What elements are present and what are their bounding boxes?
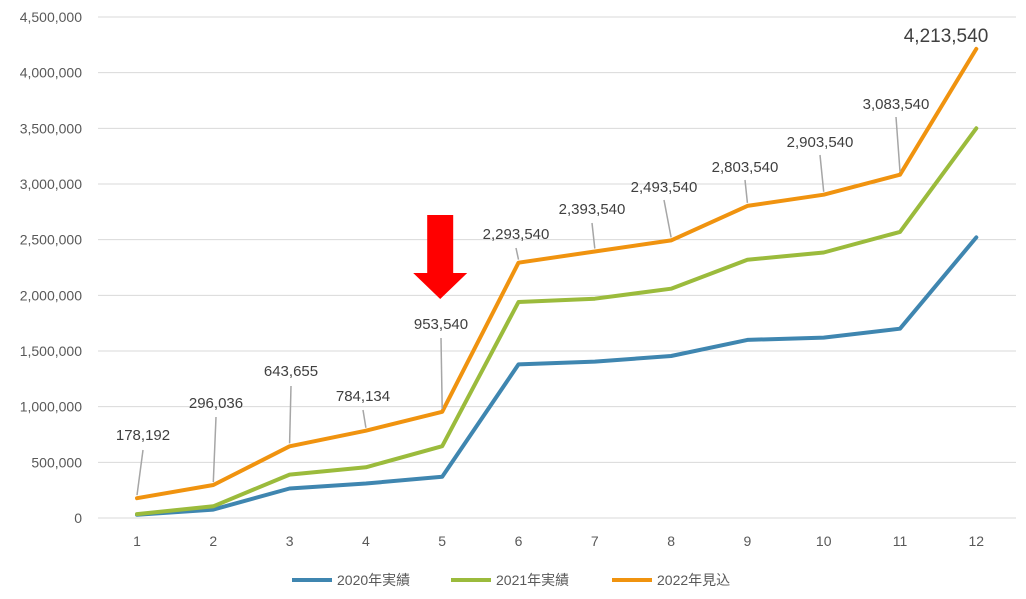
- leader-line: [362, 409, 367, 428]
- leader-line: [136, 449, 144, 496]
- x-tick-label: 9: [744, 533, 752, 549]
- data-label: 178,192: [116, 427, 170, 444]
- legend-label: 2020年実績: [337, 572, 410, 588]
- legend-label: 2021年実績: [496, 572, 569, 588]
- x-tick-label: 1: [133, 533, 141, 549]
- x-tick-label: 4: [362, 533, 370, 549]
- annotation-arrow: [413, 215, 468, 299]
- x-tick-label: 2: [209, 533, 217, 549]
- y-tick-label: 0: [74, 510, 82, 526]
- x-tick-label: 8: [667, 533, 675, 549]
- series-line: [135, 235, 979, 517]
- y-tick-label: 2,000,000: [20, 287, 82, 303]
- data-label: 953,540: [414, 316, 468, 333]
- leader-line: [212, 416, 217, 483]
- leader-line: [744, 179, 749, 203]
- data-label: 2,393,540: [559, 201, 626, 218]
- leader-line: [288, 385, 292, 444]
- y-axis-ticks: 0 500,000 1,000,000 1,500,000 2,000,000 2,500…: [20, 9, 83, 526]
- data-labels: 178,192 296,036 643,655 784,134 953,540 2,293…: [116, 26, 988, 444]
- x-tick-label: 5: [438, 533, 446, 549]
- x-tick-label: 10: [816, 533, 832, 549]
- data-label: 2,293,540: [483, 226, 550, 243]
- y-tick-label: 3,500,000: [20, 120, 82, 136]
- data-label: 643,655: [264, 363, 318, 380]
- gridlines: [98, 16, 1016, 519]
- leader-line: [895, 116, 901, 172]
- series-line: [135, 46, 979, 501]
- x-tick-label: 11: [893, 533, 908, 549]
- x-tick-label: 12: [969, 533, 985, 549]
- x-tick-label: 7: [591, 533, 599, 549]
- y-tick-label: 4,000,000: [20, 65, 82, 81]
- leader-line: [819, 154, 825, 192]
- y-tick-label: 4,500,000: [20, 9, 82, 25]
- y-tick-label: 1,000,000: [20, 399, 82, 415]
- legend-label: 2022年見込: [657, 572, 730, 588]
- data-label: 2,903,540: [787, 134, 854, 151]
- x-axis-ticks: 1 2 3 4 5 6 7 8 9 10 11 12: [133, 533, 984, 549]
- data-label: 2,493,540: [631, 179, 698, 196]
- data-label: 3,083,540: [863, 96, 930, 113]
- series-line: [135, 126, 979, 517]
- y-tick-label: 2,500,000: [20, 232, 82, 248]
- red-down-arrow-icon: [413, 215, 468, 299]
- leader-line: [515, 247, 520, 260]
- data-label: 296,036: [189, 395, 243, 412]
- legend: 2020年実績 2021年実績 2022年見込: [292, 572, 730, 588]
- data-label: 4,213,540: [904, 26, 989, 47]
- y-tick-label: 1,500,000: [20, 343, 82, 359]
- y-tick-label: 500,000: [31, 454, 82, 470]
- data-label: 2,803,540: [712, 159, 779, 176]
- x-tick-label: 3: [286, 533, 294, 549]
- leader-line: [440, 337, 443, 409]
- data-label-leaders: [136, 116, 901, 496]
- y-tick-label: 3,000,000: [20, 176, 82, 192]
- leader-line: [591, 222, 596, 249]
- leader-line: [663, 199, 672, 238]
- data-label: 784,134: [336, 388, 390, 405]
- series-lines: [135, 46, 979, 517]
- x-tick-label: 6: [515, 533, 523, 549]
